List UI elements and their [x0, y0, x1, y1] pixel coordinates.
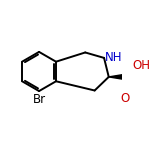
Text: O: O [121, 92, 130, 105]
Text: NH: NH [105, 51, 122, 64]
Text: OH: OH [133, 59, 151, 72]
Polygon shape [109, 74, 125, 80]
Text: Br: Br [33, 93, 46, 106]
